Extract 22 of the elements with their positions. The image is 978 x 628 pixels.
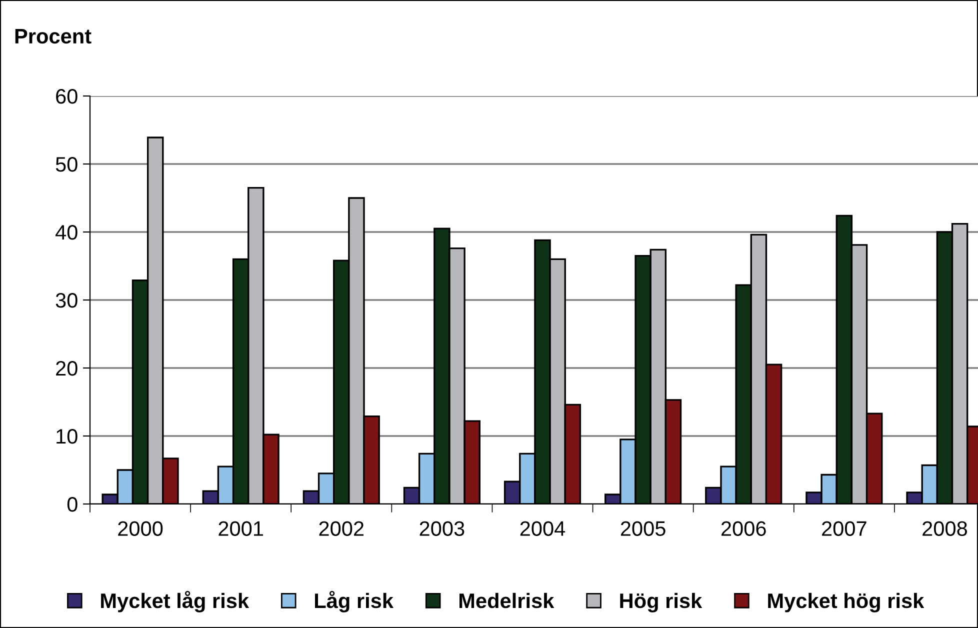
y-tick-label: 20 [56, 361, 78, 376]
x-tick-label: 2002 [319, 521, 364, 536]
x-tick-label: 2004 [520, 521, 566, 536]
legend-label: Hög risk [620, 592, 702, 612]
legend-label: Låg risk [315, 590, 394, 612]
x-tick-label: 2007 [822, 521, 866, 536]
x-tick-label: 2003 [420, 521, 464, 536]
y-tick-label: 40 [56, 225, 78, 240]
y-tick-label: 30 [56, 293, 78, 308]
x-tick-label: 2008 [922, 521, 967, 536]
legend-label: Mycket hög risk [768, 592, 924, 612]
y-tick-label: 60 [56, 89, 78, 104]
x-tick-label: 2001 [218, 521, 263, 536]
legend-label: Mycket låg risk [101, 590, 250, 612]
y-tick-label: 10 [56, 429, 78, 444]
y-tick-label: 0 [67, 497, 78, 512]
y-axis-title: Procent [15, 29, 92, 44]
x-tick-label: 2000 [118, 521, 163, 536]
legend-label: Medelrisk [459, 592, 554, 608]
x-tick-label: 2005 [620, 521, 666, 536]
x-tick-label: 2006 [721, 521, 766, 536]
y-tick-label: 50 [56, 157, 78, 172]
